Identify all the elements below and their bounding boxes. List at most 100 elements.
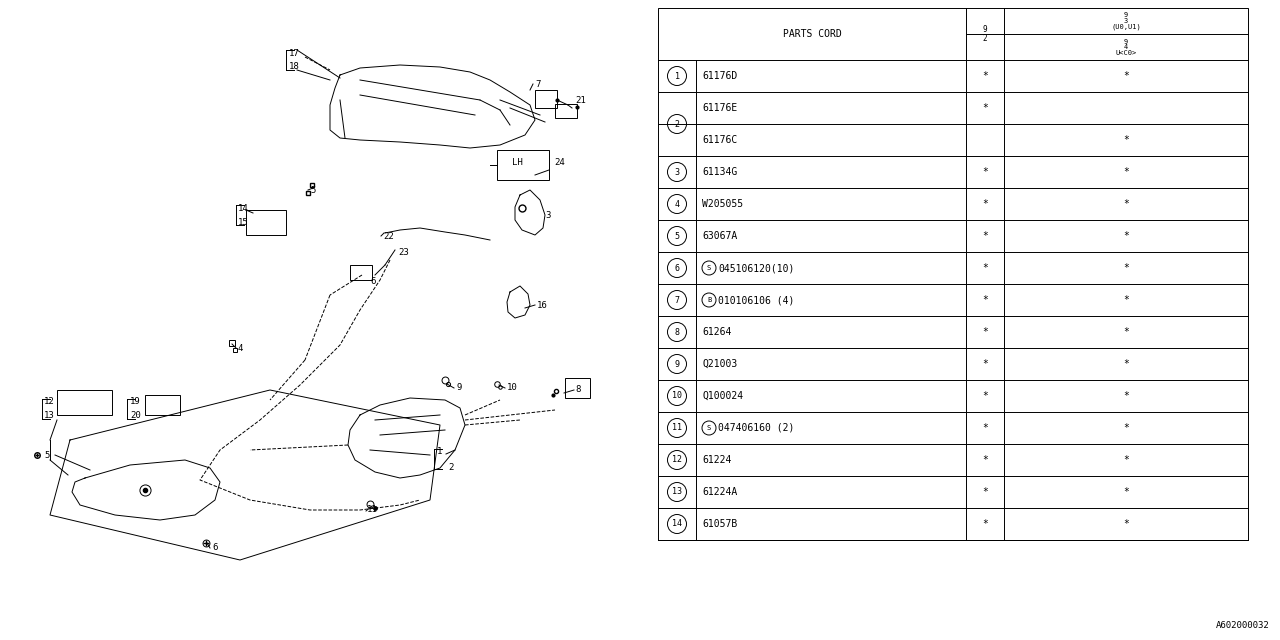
Text: Q100024: Q100024	[701, 391, 744, 401]
Text: *: *	[982, 295, 988, 305]
Text: 6: 6	[675, 264, 680, 273]
Text: *: *	[1123, 359, 1129, 369]
Text: 10: 10	[672, 392, 682, 401]
Text: PARTS CORD: PARTS CORD	[782, 29, 841, 39]
Text: 61057B: 61057B	[701, 519, 737, 529]
Bar	[58, 390, 113, 415]
Bar	[564, 378, 590, 398]
Text: 61134G: 61134G	[701, 167, 737, 177]
Bar	[556, 104, 577, 118]
Text: 15: 15	[238, 218, 248, 227]
Text: 8: 8	[675, 328, 680, 337]
Text: 5: 5	[44, 451, 50, 460]
Text: S: S	[707, 425, 712, 431]
Text: 61176C: 61176C	[701, 135, 737, 145]
Text: 4: 4	[675, 200, 680, 209]
Text: *: *	[1123, 327, 1129, 337]
Text: 11: 11	[367, 506, 378, 515]
Text: 12: 12	[672, 456, 682, 465]
Text: *: *	[982, 487, 988, 497]
Text: 21: 21	[575, 95, 586, 104]
Text: 2: 2	[675, 120, 680, 129]
Text: *: *	[1123, 519, 1129, 529]
Text: 19: 19	[131, 397, 141, 406]
Text: 22: 22	[383, 232, 394, 241]
Text: 9
4
U<C0>: 9 4 U<C0>	[1115, 38, 1137, 56]
Text: 20: 20	[131, 412, 141, 420]
Text: 12: 12	[44, 397, 55, 406]
Text: 13: 13	[44, 412, 55, 420]
Text: 10: 10	[507, 383, 517, 392]
Text: *: *	[1123, 423, 1129, 433]
Text: 24: 24	[554, 157, 564, 166]
Text: 6: 6	[212, 543, 218, 552]
Text: 045106120(10): 045106120(10)	[718, 263, 795, 273]
Text: 17: 17	[289, 49, 300, 58]
Text: A602000032: A602000032	[1216, 621, 1270, 630]
Text: 9: 9	[675, 360, 680, 369]
Text: S: S	[707, 265, 712, 271]
Text: *: *	[1123, 135, 1129, 145]
Text: 3: 3	[545, 211, 550, 220]
Text: *: *	[982, 391, 988, 401]
Text: *: *	[982, 167, 988, 177]
Text: 61264: 61264	[701, 327, 731, 337]
Text: 61176D: 61176D	[701, 71, 737, 81]
Text: *: *	[1123, 391, 1129, 401]
Text: 7: 7	[675, 296, 680, 305]
Text: 9
2: 9 2	[983, 26, 987, 43]
Text: 14: 14	[672, 520, 682, 529]
Text: 16: 16	[538, 301, 548, 310]
Text: *: *	[982, 199, 988, 209]
Text: 1: 1	[436, 447, 443, 456]
Text: 61224: 61224	[701, 455, 731, 465]
Text: *: *	[1123, 231, 1129, 241]
Text: *: *	[982, 455, 988, 465]
Text: 18: 18	[289, 61, 300, 70]
Text: *: *	[982, 231, 988, 241]
Text: 8: 8	[575, 385, 580, 394]
Text: *: *	[1123, 167, 1129, 177]
Text: 61224A: 61224A	[701, 487, 737, 497]
Text: B: B	[707, 297, 712, 303]
Text: 9: 9	[456, 383, 461, 392]
Text: 63067A: 63067A	[701, 231, 737, 241]
Text: 14: 14	[238, 204, 248, 212]
Text: *: *	[982, 263, 988, 273]
Bar	[246, 210, 285, 235]
Text: *: *	[982, 359, 988, 369]
Bar	[535, 90, 557, 108]
Bar	[658, 8, 1248, 540]
Text: *: *	[1123, 295, 1129, 305]
Bar	[145, 395, 180, 415]
Text: 4: 4	[237, 344, 242, 353]
Text: 9
3
(U0,U1): 9 3 (U0,U1)	[1111, 12, 1140, 29]
Text: 1: 1	[675, 72, 680, 81]
Bar	[497, 150, 549, 180]
Text: *: *	[1123, 199, 1129, 209]
Text: W205055: W205055	[701, 199, 744, 209]
Text: 6: 6	[370, 276, 375, 285]
Text: *: *	[1123, 455, 1129, 465]
Bar	[349, 265, 372, 280]
Text: 23: 23	[398, 248, 408, 257]
Text: *: *	[1123, 487, 1129, 497]
Text: *: *	[982, 423, 988, 433]
Text: 3: 3	[675, 168, 680, 177]
Text: *: *	[1123, 71, 1129, 81]
Text: 5: 5	[310, 186, 315, 195]
Text: 047406160 (2): 047406160 (2)	[718, 423, 795, 433]
Text: *: *	[982, 103, 988, 113]
Text: 61176E: 61176E	[701, 103, 737, 113]
Text: 13: 13	[672, 488, 682, 497]
Text: *: *	[982, 71, 988, 81]
Text: 11: 11	[672, 424, 682, 433]
Text: 010106106 (4): 010106106 (4)	[718, 295, 795, 305]
Text: Q21003: Q21003	[701, 359, 737, 369]
Text: LH: LH	[512, 157, 522, 166]
Text: *: *	[1123, 263, 1129, 273]
Text: 5: 5	[675, 232, 680, 241]
Text: *: *	[982, 327, 988, 337]
Text: 2: 2	[448, 463, 453, 472]
Text: 7: 7	[535, 79, 540, 88]
